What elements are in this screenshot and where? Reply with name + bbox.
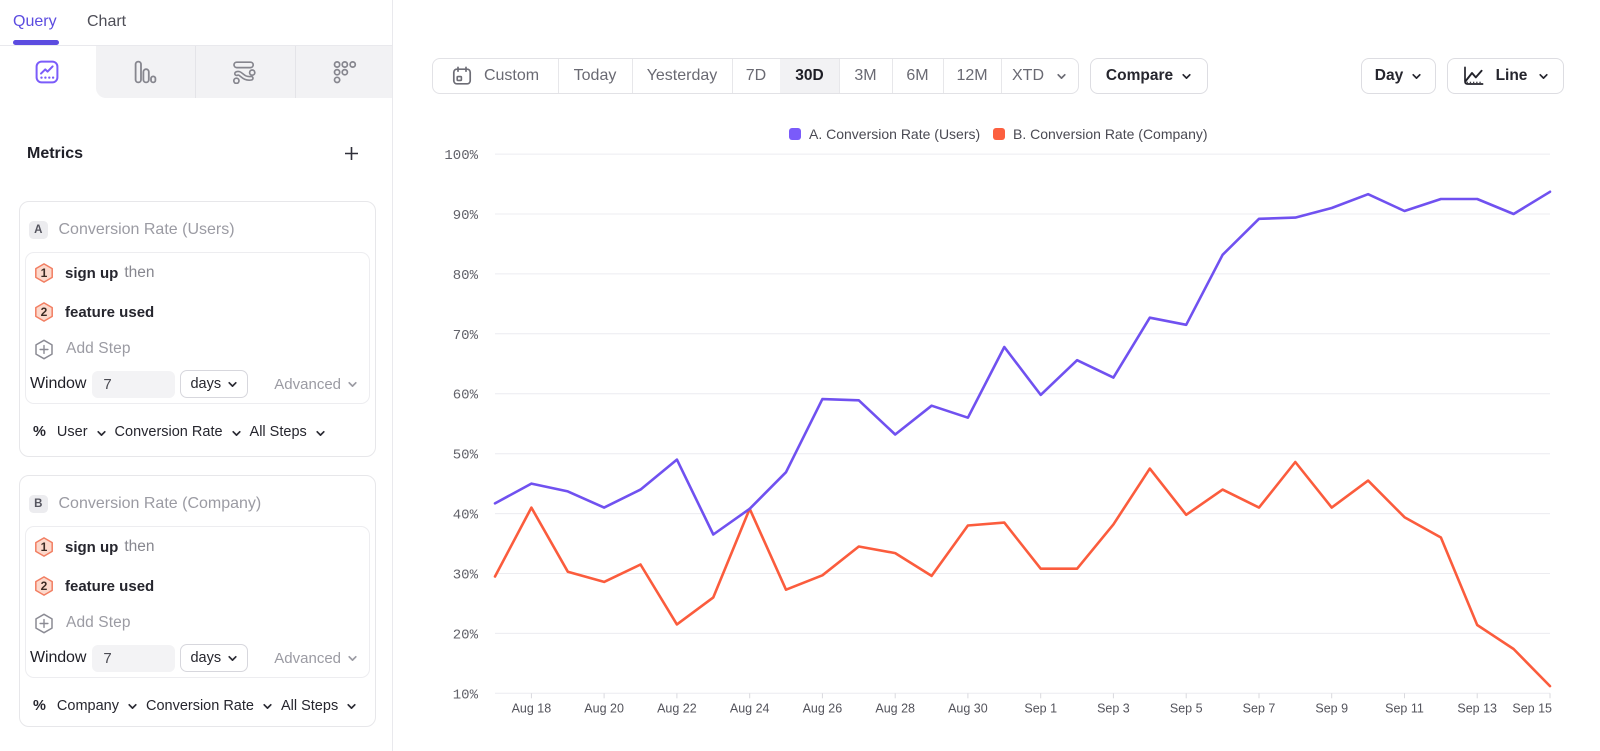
svg-text:Sep 3: Sep 3 — [1097, 702, 1130, 716]
svg-text:Aug 30: Aug 30 — [948, 702, 988, 716]
svg-text:Aug 24: Aug 24 — [730, 702, 770, 716]
svg-text:2: 2 — [40, 579, 47, 593]
svg-text:70%: 70% — [453, 328, 479, 344]
svg-text:40%: 40% — [453, 508, 479, 524]
svg-text:Aug 26: Aug 26 — [803, 702, 843, 716]
svg-text:Sep 9: Sep 9 — [1315, 702, 1348, 716]
svg-text:2: 2 — [40, 305, 47, 319]
svg-text:100%: 100% — [444, 148, 478, 164]
svg-text:Sep 7: Sep 7 — [1243, 702, 1276, 716]
svg-text:Sep 13: Sep 13 — [1457, 702, 1497, 716]
svg-text:Sep 1: Sep 1 — [1024, 702, 1057, 716]
svg-text:Aug 28: Aug 28 — [875, 702, 915, 716]
svg-text:Aug 20: Aug 20 — [584, 702, 624, 716]
svg-text:Sep 11: Sep 11 — [1385, 702, 1424, 716]
svg-text:1: 1 — [40, 266, 47, 280]
svg-text:50%: 50% — [453, 448, 479, 464]
svg-text:Sep 5: Sep 5 — [1170, 702, 1203, 716]
svg-text:80%: 80% — [453, 268, 479, 284]
svg-text:Aug 18: Aug 18 — [512, 702, 552, 716]
svg-text:30%: 30% — [453, 568, 479, 584]
svg-text:1: 1 — [40, 540, 47, 554]
svg-text:20%: 20% — [453, 627, 479, 643]
svg-text:60%: 60% — [453, 388, 479, 404]
svg-text:10%: 10% — [453, 687, 479, 703]
svg-text:Aug 22: Aug 22 — [657, 702, 697, 716]
svg-text:Sep 15: Sep 15 — [1512, 702, 1552, 716]
svg-text:90%: 90% — [453, 208, 479, 224]
